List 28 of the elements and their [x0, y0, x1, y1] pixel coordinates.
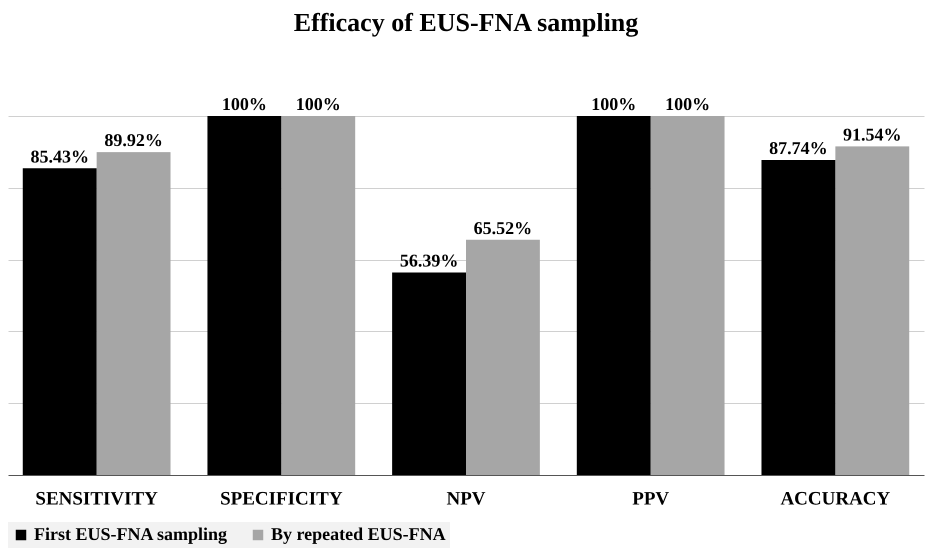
bar: [96, 152, 171, 475]
data-label: 85.43%: [30, 146, 89, 166]
data-label: 91.54%: [843, 124, 902, 144]
bar: [281, 116, 356, 475]
data-label: 100%: [665, 94, 710, 114]
data-label: 56.39%: [400, 250, 458, 271]
data-label: 87.74%: [769, 138, 828, 158]
x-tick-label: PPV: [632, 488, 670, 510]
data-label: 89.92%: [104, 130, 163, 150]
bar: [650, 116, 725, 475]
x-tick-label: SENSITIVITY: [35, 488, 158, 510]
bar: [835, 146, 910, 475]
data-label: 100%: [591, 94, 636, 114]
data-label: 100%: [296, 94, 341, 114]
bar: [761, 160, 836, 475]
x-tick-label: NPV: [446, 488, 486, 510]
data-label: 65.52%: [474, 218, 532, 238]
bar: [466, 240, 540, 475]
bar: [392, 272, 466, 475]
legend-label: By repeated EUS-FNA: [271, 524, 446, 544]
bar: [207, 116, 282, 475]
chart-title: Efficacy of EUS-FNA sampling: [294, 8, 638, 37]
x-tick-label: ACCURACY: [780, 488, 891, 510]
bar: [576, 116, 651, 475]
x-tick-label: SPECIFICITY: [220, 488, 343, 510]
data-label: 100%: [222, 94, 267, 114]
bar: [22, 168, 97, 475]
legend-label: First EUS-FNA sampling: [34, 524, 228, 544]
